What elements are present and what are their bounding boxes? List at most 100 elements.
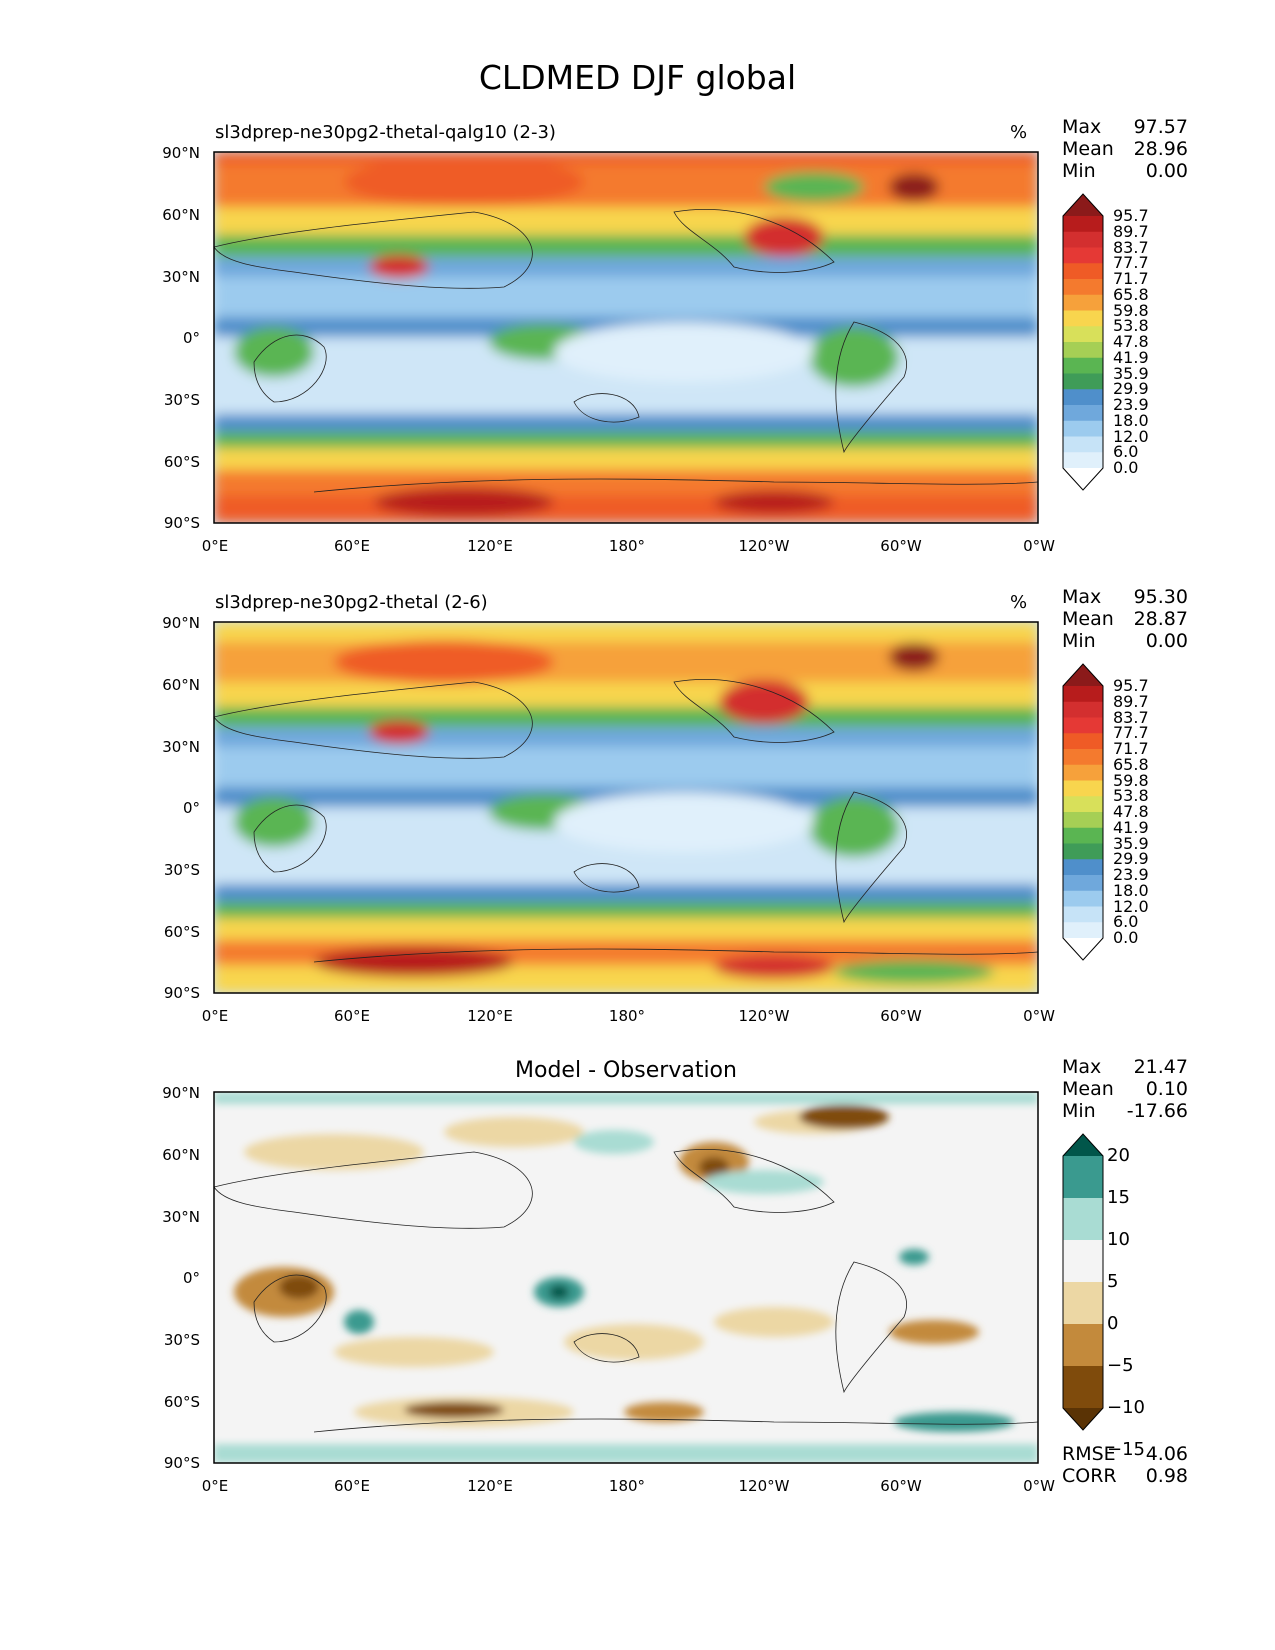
- map-reference: [213, 621, 1039, 994]
- colorbar-extend-top: [1063, 664, 1103, 686]
- colorbar-segment: [1063, 231, 1103, 248]
- xtick-label: 0°E: [201, 1477, 229, 1495]
- xtick-label: 60°E: [333, 537, 371, 555]
- corr-label: CORR: [1062, 1465, 1117, 1487]
- colorbar-tick-label: −5: [1107, 1355, 1134, 1376]
- colorbar-segment: [1063, 1282, 1103, 1325]
- colorbar-extend-top: [1063, 1134, 1103, 1156]
- colorbar-segment: [1063, 405, 1103, 422]
- colorbar-segment: [1063, 701, 1103, 718]
- colorbar-tick-label: 0: [1107, 1313, 1119, 1334]
- colorbar-tick-label: 47.8: [1113, 802, 1149, 821]
- colorbar-tick-label: 83.7: [1113, 237, 1149, 257]
- colorbar-tick-label: 53.8: [1113, 316, 1149, 336]
- ytick-label: 60°N: [162, 1146, 200, 1164]
- map-difference: [213, 1091, 1039, 1464]
- colorbar-tick-label: 23.9: [1113, 865, 1149, 884]
- colorbar-tick-label: 10: [1107, 1229, 1130, 1250]
- colorbar-tick-label: 29.9: [1113, 379, 1149, 399]
- colorbar-segment: [1063, 796, 1103, 813]
- panel-difference-max-value: 21.47: [1133, 1056, 1188, 1078]
- colorbar-extend-bottom: [1063, 468, 1103, 490]
- xtick-label: 120°W: [738, 1007, 790, 1025]
- colorbar-tick-label: 47.8: [1113, 332, 1149, 351]
- ytick-label: 90°S: [163, 1454, 200, 1472]
- colorbar-segment: [1063, 1324, 1103, 1367]
- ytick-label: 90°S: [163, 514, 200, 532]
- colorbar-segment: [1063, 247, 1103, 264]
- colorbar-segment: [1063, 310, 1103, 327]
- colorbar-tick-label: 53.8: [1113, 786, 1149, 806]
- colorbar-tick-label: 65.8: [1113, 754, 1149, 774]
- panel-difference-min-value: -17.66: [1126, 1100, 1188, 1122]
- ytick-label: 90°S: [163, 984, 200, 1002]
- colorbar-segment: [1063, 1198, 1103, 1241]
- colorbar-tick-label: 89.7: [1113, 691, 1149, 711]
- colorbar-segment: [1063, 717, 1103, 734]
- colorbar-segment: [1063, 764, 1103, 781]
- colorbar-tick-label: 15: [1107, 1187, 1130, 1208]
- panel-test-mean-label: Mean: [1062, 138, 1114, 160]
- corr-value: 0.98: [1145, 1465, 1188, 1487]
- colorbar-tick-label: 65.8: [1113, 284, 1149, 304]
- colorbar-segment: [1063, 1366, 1103, 1409]
- colorbar-tick-label: 83.7: [1113, 707, 1149, 727]
- ytick-label: 30°N: [162, 1208, 200, 1226]
- colorbar-segment: [1063, 827, 1103, 844]
- colorbar-tick-label: 41.9: [1113, 347, 1149, 367]
- colorbar-tick-label: 12.0: [1113, 426, 1149, 446]
- colorbar-tick-label: 0.0: [1113, 458, 1139, 477]
- xtick-label: 60°E: [333, 1007, 371, 1025]
- colorbar-segment: [1063, 436, 1103, 453]
- colorbar-tick-label: 29.9: [1113, 849, 1149, 869]
- colorbar-segment: [1063, 357, 1103, 374]
- colorbar-test: [1062, 193, 1104, 491]
- rmse-value: 4.06: [1145, 1443, 1188, 1465]
- colorbar-segment: [1063, 1240, 1103, 1283]
- colorbar-tick-label: 0.0: [1113, 928, 1139, 947]
- xtick-label: 0°W: [1023, 537, 1055, 555]
- colorbar-segment: [1063, 389, 1103, 406]
- panel-reference-max-value: 95.30: [1133, 586, 1188, 608]
- panel-reference-mean-label: Mean: [1062, 608, 1114, 630]
- panel-test-mean-value: 28.96: [1133, 138, 1188, 160]
- figure-title: CLDMED DJF global: [478, 58, 797, 97]
- xtick-label: 180°: [608, 1007, 646, 1025]
- xtick-label: 120°W: [738, 1477, 790, 1495]
- colorbar-tick-label: 12.0: [1113, 896, 1149, 916]
- xtick-label: 60°E: [333, 1477, 371, 1495]
- colorbar-segment: [1063, 890, 1103, 907]
- panel-reference-max-label: Max: [1062, 586, 1102, 608]
- colorbar-tick-label: 5: [1107, 1271, 1119, 1292]
- ytick-label: 90°N: [162, 144, 200, 162]
- ytick-label: 90°N: [162, 1084, 200, 1102]
- colorbar-segment: [1063, 812, 1103, 829]
- colorbar-segment: [1063, 922, 1103, 939]
- xtick-label: 120°W: [738, 537, 790, 555]
- colorbar-segment: [1063, 733, 1103, 750]
- colorbar-segment: [1063, 420, 1103, 437]
- ytick-label: 60°N: [162, 206, 200, 224]
- colorbar-extend-bottom: [1063, 938, 1103, 960]
- ytick-label: 30°S: [163, 391, 200, 409]
- colorbar-tick-label: 59.8: [1113, 300, 1149, 320]
- xtick-label: 0°W: [1023, 1477, 1055, 1495]
- colorbar-segment: [1063, 780, 1103, 797]
- xtick-label: 180°: [608, 1477, 646, 1495]
- ytick-label: 30°N: [162, 738, 200, 756]
- panel-reference-mean-value: 28.87: [1133, 608, 1188, 630]
- colorbar-tick-label: 35.9: [1113, 833, 1149, 853]
- colorbar-reference: [1062, 663, 1104, 961]
- colorbar-tick-label: 71.7: [1113, 269, 1149, 288]
- xtick-label: 60°W: [880, 537, 922, 555]
- panel-difference-mean-value: 0.10: [1145, 1078, 1188, 1100]
- colorbar-tick-label: 71.7: [1113, 739, 1149, 758]
- panel-reference-min-value: 0.00: [1145, 630, 1188, 652]
- colorbar-tick-label: 20: [1107, 1145, 1130, 1166]
- ytick-label: 0°: [182, 1269, 200, 1287]
- colorbar-tick-label: 6.0: [1113, 442, 1139, 462]
- colorbar-segment: [1063, 843, 1103, 860]
- panel-test-units: %: [1010, 122, 1028, 143]
- ytick-label: 30°S: [163, 861, 200, 879]
- colorbar-segment: [1063, 749, 1103, 766]
